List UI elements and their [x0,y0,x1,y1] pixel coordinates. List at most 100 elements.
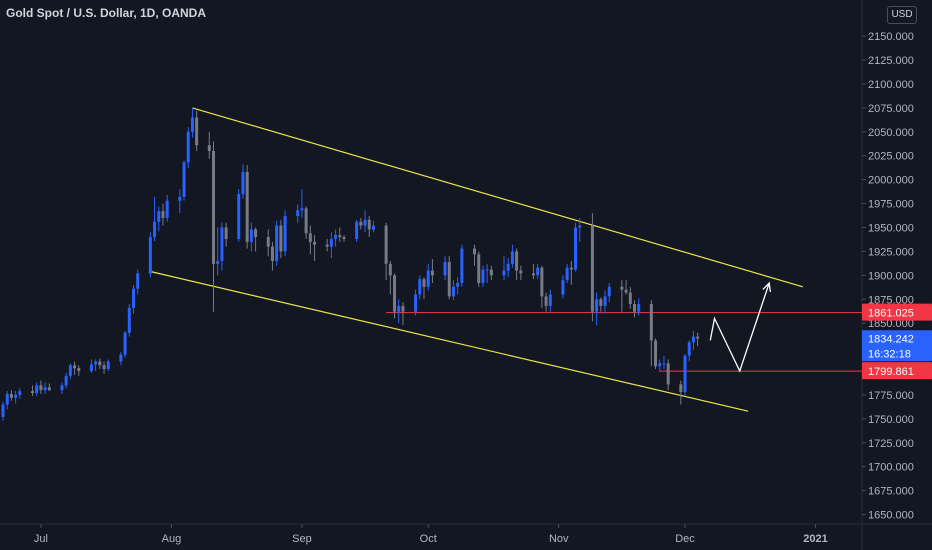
candle-body [502,270,506,276]
candle-body [77,368,81,372]
projection-path [709,282,770,373]
candle-body [136,273,140,289]
candle-body [216,260,220,264]
chart-title: Gold Spot / U.S. Dollar, 1D, OANDA [6,6,207,20]
x-tick-label: Nov [549,533,569,545]
candle-body [355,221,359,239]
candle-body [30,391,34,394]
candle-body [359,221,363,226]
candle-body [68,365,72,376]
candle-body [182,162,186,197]
candle-body [106,361,110,370]
candle-body [603,296,607,306]
x-tick-label: Jul [34,533,48,545]
candle-body [536,267,540,276]
candle-body [241,172,245,195]
y-tick-label: 1975.000 [868,199,914,211]
candle-body [119,354,123,362]
candle-body [430,270,434,276]
candle-body [624,289,628,293]
candle-body [249,229,253,242]
y-tick-label: 1950.000 [868,222,914,234]
candle-body [296,210,300,217]
candle-body [254,229,258,238]
candle-body [393,275,397,312]
price-level-label: 1861.025 [868,308,914,320]
candle-body [275,225,279,261]
price-level-tag [862,303,932,321]
candle-body [397,305,401,312]
candle-body [477,254,481,283]
candle-body [39,385,43,391]
candle-body [245,172,249,242]
candle-body [654,340,658,367]
candle-body [9,393,13,398]
candle-body [304,208,308,234]
y-tick-label: 1750.000 [868,414,914,426]
candle-body [363,219,367,226]
x-tick-label: 2021 [803,533,827,545]
x-tick-label: Sep [292,533,312,545]
candle-body [178,196,182,201]
candle-body [637,304,641,312]
candle-body [599,299,603,306]
y-tick-label: 1875.000 [868,294,914,306]
candle-body [658,363,662,367]
y-tick-label: 2000.000 [868,175,914,187]
candle-body [266,237,270,247]
y-tick-label: 1700.000 [868,462,914,474]
candle-body [60,385,64,391]
candle-body [47,387,51,391]
candle-body [207,145,211,151]
projection-arrowhead [762,281,772,293]
candle-body [628,292,632,305]
candle-body [190,117,194,132]
y-tick-label: 1850.000 [868,318,914,330]
y-tick-label: 2100.000 [868,79,914,91]
candle-body [35,385,39,394]
candle-body [342,237,346,239]
y-tick-label: 2125.000 [868,55,914,67]
candle-body [300,208,304,211]
candle-body [515,251,519,271]
candle-body [540,267,544,297]
candle-body [161,211,165,218]
candle-body [94,361,98,365]
trendline-lower-channel [150,270,749,412]
candle-body [418,279,422,295]
currency-button[interactable]: USD [887,6,917,24]
candle-body [157,211,161,222]
candle-body [283,216,287,252]
candle-body [460,248,464,283]
y-tick-label: 1775.000 [868,390,914,402]
candle-body [473,248,477,255]
candle-body [569,267,573,270]
y-tick-label: 2050.000 [868,127,914,139]
candle-body [388,263,392,276]
candle-body [679,384,683,393]
candle-body [186,131,190,163]
candle-body [384,225,388,264]
candle-body [451,286,455,297]
candle-body [371,225,375,230]
candle-body [649,304,653,341]
candle-body [544,296,548,306]
candle-body [334,235,338,239]
candle-body [5,393,9,405]
candle-body [73,365,77,369]
candle-body [237,194,241,239]
candle-body [212,150,215,264]
candle-body [662,363,666,365]
candle-body [620,286,624,290]
candle-body [64,375,68,386]
candle-body [443,261,447,276]
candle-body [89,364,93,372]
candle-body [687,342,691,356]
candle-body [548,294,552,306]
candle-body [519,270,523,274]
candle-body [98,361,102,366]
candle-body [633,304,636,312]
y-tick-label: 1650.000 [868,510,914,522]
